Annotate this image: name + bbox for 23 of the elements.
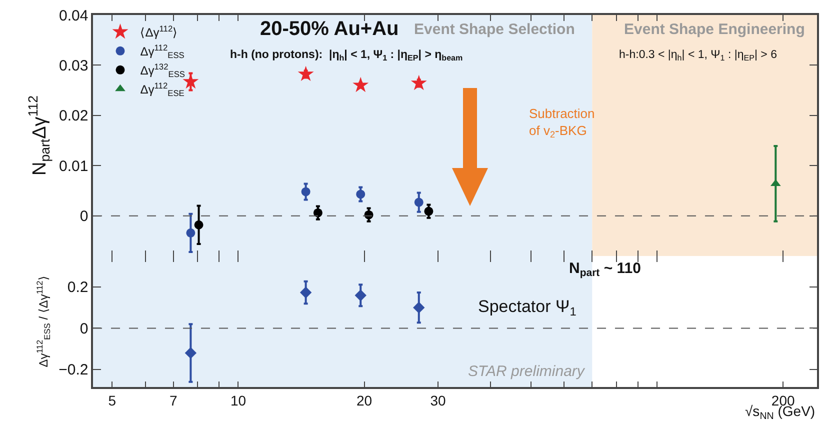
y-tick-label: 0.02 <box>59 108 88 125</box>
y-tick-label: 0.04 <box>59 7 88 24</box>
annotation: 20-50% Au+Au <box>260 18 399 40</box>
y-tick-label: −0.2 <box>58 362 88 379</box>
x-tick-label: 7 <box>169 392 178 409</box>
annotation: Event Shape Selection <box>414 21 575 38</box>
y-tick-label: 0.2 <box>67 279 88 296</box>
y-tick-label: 0 <box>80 320 88 338</box>
x-tick-label: 5 <box>108 392 116 409</box>
annotation: N$_{part}$ ~ 110 <box>569 260 641 280</box>
y-tick-label: 0.01 <box>59 158 88 175</box>
y-tick-label: 0.03 <box>59 57 88 74</box>
annotation: h-h:0.3 < |η$_{h}$| < 1, Ψ$_{1}$ : |η$_{EP}$| > 6 <box>619 49 777 62</box>
annotation: STAR preliminary <box>468 363 586 380</box>
y-tick-label: 0 <box>80 208 88 226</box>
x-tick-label: 10 <box>230 392 246 409</box>
annotation: Spectator Ψ$_{1}$ <box>478 297 577 319</box>
annotation: h-h (no protons): |η$_{h}$| < 1, Ψ$_{1}$ : |η$_{EP}$| > η$_{beam}$ <box>230 49 463 62</box>
annotation: Subtraction of v$_{2}$-BKG <box>529 106 595 140</box>
x-tick-label: 20 <box>356 392 372 409</box>
annotation: Event Shape Engineering <box>624 21 805 38</box>
x-tick-label: 30 <box>430 392 446 409</box>
legend-label: ⟨Δγ$^{112}$⟩ <box>140 24 178 40</box>
